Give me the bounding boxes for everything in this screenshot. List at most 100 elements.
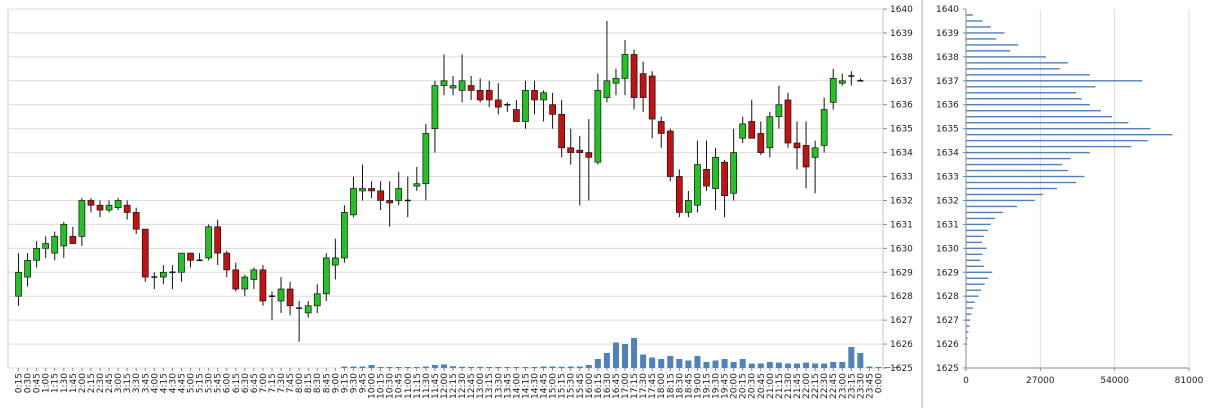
price-axis: 1625 1626 1627 1628 1629 1630 1631 1632 1633 1634… xyxy=(883,5,913,374)
profile-bar xyxy=(966,74,1090,76)
candle-body xyxy=(286,288,294,307)
x-tick-label: 20:00 xyxy=(730,373,740,399)
profile-bar xyxy=(966,133,1173,136)
x-tick-label: 1:15 xyxy=(51,373,61,393)
volume-bar xyxy=(748,363,755,368)
volume-bar xyxy=(622,344,629,368)
profile-bar xyxy=(966,307,973,309)
x-tick-label: 0 xyxy=(963,376,969,386)
x-tick-label: 0:15 xyxy=(15,373,25,393)
x-tick-label: 14:00 xyxy=(512,373,522,399)
volume-bar xyxy=(685,360,692,368)
x-tick-label: 16:30 xyxy=(603,373,613,399)
profile-bar xyxy=(966,127,1151,130)
candle-body xyxy=(694,164,701,206)
profile-bar xyxy=(966,86,1096,88)
volume-bar xyxy=(350,366,357,368)
x-tick-label: 16:15 xyxy=(594,373,604,399)
candle-body xyxy=(775,104,783,118)
profile-bar xyxy=(966,92,1077,94)
candle-body xyxy=(666,130,674,177)
x-tick-label: 18:15 xyxy=(666,373,676,399)
y-tick-label: 1631 xyxy=(936,220,959,230)
x-tick-label: 3:30 xyxy=(132,373,142,393)
y-tick-label: 1636 xyxy=(936,101,959,111)
profile-bar xyxy=(966,157,1071,160)
candle-body xyxy=(96,204,104,211)
profile-bar xyxy=(966,187,1057,190)
candle-body xyxy=(431,85,439,130)
x-tick-label: 0:45 xyxy=(33,373,43,393)
candle-body xyxy=(630,54,638,98)
y-tick-label: 1630 xyxy=(890,244,913,254)
candle-body xyxy=(793,142,801,149)
x-tick-label: 4:15 xyxy=(159,373,169,393)
profile-bar xyxy=(966,235,984,238)
y-tick-label: 1635 xyxy=(890,125,913,135)
x-tick-label: 7:15 xyxy=(268,373,278,393)
candle-body xyxy=(449,85,457,89)
candle-body xyxy=(612,78,620,84)
profile-bar xyxy=(966,331,969,333)
profile-bar xyxy=(966,110,1101,112)
candle-body xyxy=(178,252,185,273)
x-tick-label: 19:30 xyxy=(712,373,722,399)
y-tick-label: 1637 xyxy=(936,77,959,87)
candle-body xyxy=(766,116,774,149)
volume-bars xyxy=(341,338,900,368)
candle-body xyxy=(232,269,240,290)
x-tick-label: 4:45 xyxy=(177,373,187,393)
profile-bar xyxy=(966,247,987,250)
volume-bar xyxy=(522,367,529,368)
candle-body xyxy=(838,80,846,84)
y-tick-label: 1638 xyxy=(936,53,959,63)
x-tick-label: 20:45 xyxy=(757,373,767,399)
candle-body xyxy=(386,200,394,204)
profile-bar xyxy=(966,20,983,22)
y-tick-label: 1627 xyxy=(890,316,913,326)
x-tick-label: 21:30 xyxy=(784,373,794,399)
candle-body xyxy=(730,152,737,194)
volume-bar xyxy=(450,366,457,368)
volume-bar xyxy=(667,356,674,368)
volume-bar xyxy=(866,366,873,368)
volume-bar xyxy=(540,366,547,368)
volume-bar xyxy=(513,367,520,368)
x-tick-label: 19:00 xyxy=(693,373,703,399)
profile-bar xyxy=(966,121,1129,124)
x-tick-label: 22:15 xyxy=(811,373,821,399)
candle-body xyxy=(422,133,430,185)
x-tick-label: 5:00 xyxy=(187,373,197,393)
candle-body xyxy=(322,257,330,295)
candle-body xyxy=(739,123,747,139)
x-tick-label: 18:45 xyxy=(684,373,694,399)
profile-bar xyxy=(966,199,1035,202)
x-tick-label: 15:45 xyxy=(576,373,586,399)
profile-bars xyxy=(966,14,1173,345)
x-tick-label: 20:30 xyxy=(748,373,758,399)
y-tick-label: 1625 xyxy=(890,364,913,374)
x-tick-label: 6:15 xyxy=(232,373,242,393)
x-tick-label: 10:30 xyxy=(386,373,396,399)
volume-bar xyxy=(857,353,864,368)
y-tick-label: 1633 xyxy=(936,173,959,183)
x-tick-label: 17:45 xyxy=(648,373,658,399)
y-tick-label: 1639 xyxy=(890,29,913,39)
x-tick-label: 2:00 xyxy=(78,373,88,393)
volume-bar xyxy=(495,367,502,368)
y-tick-label: 1626 xyxy=(936,340,959,350)
x-tick-label: 3:00 xyxy=(114,373,124,393)
profile-bar xyxy=(966,193,1044,196)
x-tick-label: 8:45 xyxy=(322,373,332,393)
x-tick-label: 81000 xyxy=(1175,376,1204,386)
panel-splitter[interactable] xyxy=(921,0,923,408)
volume-bar xyxy=(386,367,393,368)
x-tick-label: 2:30 xyxy=(96,373,106,393)
x-tick-label: 22:30 xyxy=(820,373,830,399)
profile-bar xyxy=(966,116,1112,118)
x-tick-label: 17:15 xyxy=(630,373,640,399)
candle-body xyxy=(829,78,837,103)
volume-bar xyxy=(631,338,638,368)
x-tick-label: 16:45 xyxy=(612,373,622,399)
y-tick-label: 1628 xyxy=(936,292,959,302)
